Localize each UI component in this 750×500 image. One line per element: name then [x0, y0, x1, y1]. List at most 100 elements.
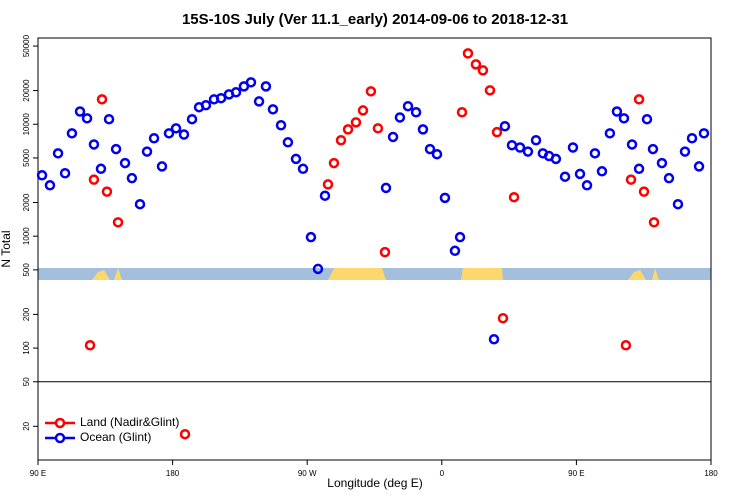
point — [200, 99, 212, 111]
y-tick-label: 50 — [22, 377, 31, 386]
point — [74, 106, 86, 117]
point — [81, 113, 93, 124]
point — [410, 107, 422, 118]
y-tick-label: 500 — [22, 263, 31, 277]
point — [574, 168, 586, 180]
point — [297, 163, 309, 175]
map-strip — [38, 268, 711, 280]
point — [581, 180, 593, 191]
point — [59, 168, 71, 179]
legend-marker — [54, 417, 66, 429]
point — [672, 198, 684, 210]
point — [559, 171, 571, 182]
y-tick-label: 5000 — [22, 149, 31, 167]
point — [267, 104, 279, 115]
point — [431, 148, 443, 160]
point — [604, 128, 616, 139]
point — [186, 113, 198, 125]
point — [170, 123, 182, 134]
point — [638, 186, 650, 197]
land-strip — [92, 270, 110, 280]
point — [626, 139, 638, 150]
point — [499, 121, 511, 132]
x-tick-label: 0 — [440, 469, 445, 478]
point — [424, 143, 436, 155]
point — [611, 106, 623, 117]
point — [618, 113, 630, 124]
y-tick-label: 200 — [22, 307, 31, 321]
point — [282, 137, 294, 148]
land-strip — [114, 268, 122, 280]
y-tick-label: 10000 — [22, 113, 31, 136]
x-tick-label: 90 W — [298, 469, 317, 478]
point — [506, 139, 518, 151]
point — [380, 182, 392, 194]
point — [103, 113, 115, 125]
point — [230, 87, 242, 98]
point — [679, 146, 691, 157]
point — [178, 129, 190, 140]
point — [110, 143, 122, 155]
point — [84, 340, 96, 351]
point — [305, 231, 317, 243]
point — [357, 105, 369, 116]
point — [449, 245, 461, 257]
point — [596, 166, 608, 177]
point — [112, 217, 124, 228]
point — [88, 139, 100, 150]
point — [456, 107, 468, 118]
point — [290, 153, 302, 165]
point — [322, 179, 334, 190]
point — [663, 172, 675, 184]
point — [439, 192, 451, 204]
point — [633, 163, 645, 175]
plot-frame — [37, 37, 712, 461]
point — [497, 312, 509, 324]
y-tick-label: 2000 — [22, 193, 31, 211]
point — [530, 134, 542, 146]
point — [141, 146, 153, 157]
point — [648, 217, 660, 228]
point — [52, 148, 64, 159]
point — [95, 163, 107, 175]
legend-label: Land (Nadir&Glint) — [80, 415, 179, 429]
point — [88, 174, 100, 185]
point — [44, 180, 56, 191]
point — [387, 131, 399, 143]
y-tick-label: 20 — [22, 421, 31, 430]
point — [656, 157, 668, 169]
point — [641, 113, 653, 125]
point — [514, 142, 526, 153]
point — [647, 143, 659, 155]
point — [567, 142, 579, 153]
point — [101, 186, 113, 197]
point — [379, 246, 391, 258]
point — [522, 146, 534, 157]
point — [491, 126, 503, 138]
point — [698, 128, 710, 139]
point — [163, 128, 175, 139]
point — [589, 148, 601, 159]
point — [312, 263, 324, 275]
point — [484, 85, 496, 96]
point — [260, 81, 272, 92]
point — [454, 231, 466, 243]
point — [550, 153, 562, 165]
point — [488, 333, 500, 345]
point — [134, 198, 146, 210]
point — [686, 132, 698, 144]
point — [36, 170, 48, 181]
point — [462, 48, 474, 59]
point — [620, 340, 632, 351]
y-axis-label: N Total — [0, 230, 13, 267]
x-tick-label: 90 E — [568, 469, 584, 478]
point — [179, 428, 191, 440]
chart-title: 15S-10S July (Ver 11.1_early) 2014-09-06… — [182, 11, 568, 28]
point — [119, 157, 131, 169]
legend-marker — [54, 432, 66, 444]
point — [66, 128, 78, 139]
point — [148, 132, 160, 144]
land-strip — [628, 270, 646, 280]
point — [275, 119, 287, 131]
x-tick-label: 180 — [704, 469, 718, 478]
